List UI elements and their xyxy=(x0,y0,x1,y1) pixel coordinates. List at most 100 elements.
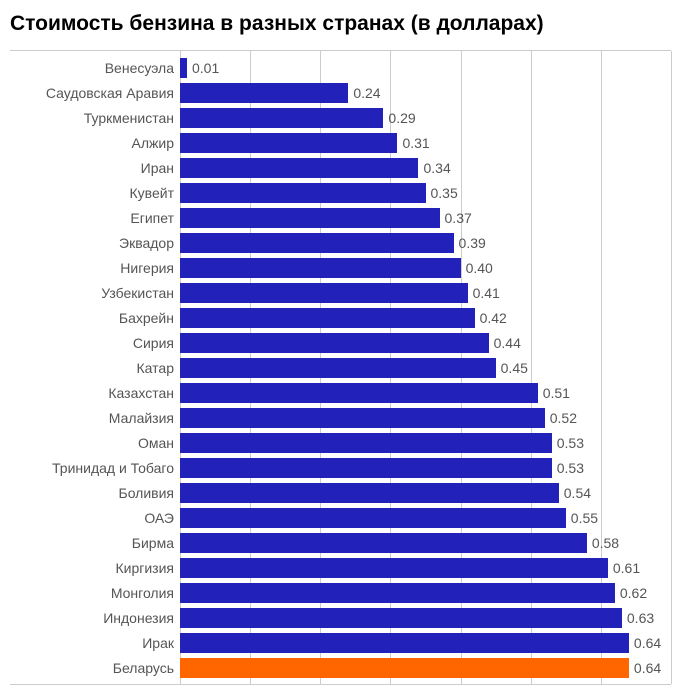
chart-row: Тринидад и Тобаго0.53 xyxy=(10,455,671,480)
chart-title: Стоимость бензина в разных странах (в до… xyxy=(10,12,671,36)
value-label: 0.53 xyxy=(557,460,584,476)
value-label: 0.42 xyxy=(480,310,507,326)
bar-cell: 0.53 xyxy=(180,430,671,455)
bar-chart: Венесуэла0.01Саудовская Аравия0.24Туркме… xyxy=(10,50,671,685)
chart-row: Алжир 0.31 xyxy=(10,130,671,155)
chart-row: Боливия0.54 xyxy=(10,480,671,505)
value-label: 0.64 xyxy=(634,660,661,676)
bar xyxy=(180,608,622,628)
value-label: 0.29 xyxy=(388,110,415,126)
chart-row: Эквадор 0.39 xyxy=(10,230,671,255)
bar xyxy=(180,508,566,528)
value-label: 0.64 xyxy=(634,635,661,651)
chart-row: Ирак 0.64 xyxy=(10,630,671,655)
bar xyxy=(180,458,552,478)
value-label: 0.44 xyxy=(494,335,521,351)
bar-cell: 0.31 xyxy=(180,130,671,155)
value-label: 0.63 xyxy=(627,610,654,626)
bar xyxy=(180,108,383,128)
bar xyxy=(180,233,454,253)
chart-row: Казахстан0.51 xyxy=(10,380,671,405)
bar-cell: 0.45 xyxy=(180,355,671,380)
y-axis-label: Индонезия xyxy=(10,610,180,626)
value-label: 0.61 xyxy=(613,560,640,576)
bar xyxy=(180,658,629,678)
y-axis-label: Узбекистан xyxy=(10,285,180,301)
bar xyxy=(180,208,440,228)
value-label: 0.34 xyxy=(423,160,450,176)
bar xyxy=(180,633,629,653)
value-label: 0.45 xyxy=(501,360,528,376)
chart-row: Катар 0.45 xyxy=(10,355,671,380)
value-label: 0.52 xyxy=(550,410,577,426)
value-label: 0.01 xyxy=(192,60,219,76)
value-label: 0.55 xyxy=(571,510,598,526)
bar xyxy=(180,133,397,153)
y-axis-label: Оман xyxy=(10,435,180,451)
y-axis-label: Ирак xyxy=(10,635,180,651)
bar-cell: 0.55 xyxy=(180,505,671,530)
value-label: 0.58 xyxy=(592,535,619,551)
y-axis-label: Беларусь xyxy=(10,660,180,676)
bar xyxy=(180,533,587,553)
bar-cell: 0.35 xyxy=(180,180,671,205)
y-axis-label: Монголия xyxy=(10,585,180,601)
bar-cell: 0.64 xyxy=(180,630,671,655)
y-axis-label: Малайзия xyxy=(10,410,180,426)
chart-row: Кувейт 0.35 xyxy=(10,180,671,205)
y-axis-label: Боливия xyxy=(10,485,180,501)
bar-cell: 0.01 xyxy=(180,55,671,80)
value-label: 0.53 xyxy=(557,435,584,451)
chart-row: Малайзия 0.52 xyxy=(10,405,671,430)
bar xyxy=(180,358,496,378)
chart-row: Бирма 0.58 xyxy=(10,530,671,555)
bar-cell: 0.58 xyxy=(180,530,671,555)
chart-row: Саудовская Аравия0.24 xyxy=(10,80,671,105)
bar-cell: 0.52 xyxy=(180,405,671,430)
value-label: 0.40 xyxy=(466,260,493,276)
bar-cell: 0.34 xyxy=(180,155,671,180)
y-axis-label: Туркменистан xyxy=(10,110,180,126)
bar xyxy=(180,408,545,428)
bar xyxy=(180,583,615,603)
chart-row: Узбекистан 0.41 xyxy=(10,280,671,305)
y-axis-label: Эквадор xyxy=(10,235,180,251)
bar xyxy=(180,433,552,453)
value-label: 0.31 xyxy=(402,135,429,151)
gridline xyxy=(671,51,672,684)
y-axis-label: Катар xyxy=(10,360,180,376)
value-label: 0.39 xyxy=(459,235,486,251)
y-axis-label: Бахрейн xyxy=(10,310,180,326)
value-label: 0.35 xyxy=(431,185,458,201)
y-axis-label: Кувейт xyxy=(10,185,180,201)
chart-row: Монголия0.62 xyxy=(10,580,671,605)
bar xyxy=(180,558,608,578)
bar-cell: 0.54 xyxy=(180,480,671,505)
chart-row: Сирия0.44 xyxy=(10,330,671,355)
y-axis-label: Иран xyxy=(10,160,180,176)
y-axis-label: Венесуэла xyxy=(10,60,180,76)
y-axis-label: Алжир xyxy=(10,135,180,151)
bar xyxy=(180,283,468,303)
bar-cell: 0.40 xyxy=(180,255,671,280)
chart-row: Оман 0.53 xyxy=(10,430,671,455)
chart-row: ОАЭ0.55 xyxy=(10,505,671,530)
chart-row: Бахрейн 0.42 xyxy=(10,305,671,330)
bar xyxy=(180,333,489,353)
y-axis-label: Казахстан xyxy=(10,385,180,401)
bar-cell: 0.29 xyxy=(180,105,671,130)
chart-row: Туркменистан 0.29 xyxy=(10,105,671,130)
bar xyxy=(180,308,475,328)
y-axis-label: Бирма xyxy=(10,535,180,551)
y-axis-label: Нигерия xyxy=(10,260,180,276)
chart-row: Иран 0.34 xyxy=(10,155,671,180)
y-axis-label: Египет xyxy=(10,210,180,226)
bar-cell: 0.39 xyxy=(180,230,671,255)
bar xyxy=(180,158,418,178)
chart-row: Нигерия 0.40 xyxy=(10,255,671,280)
bar-cell: 0.24 xyxy=(180,80,671,105)
bar-cell: 0.44 xyxy=(180,330,671,355)
value-label: 0.41 xyxy=(473,285,500,301)
bar xyxy=(180,258,461,278)
bar xyxy=(180,383,538,403)
